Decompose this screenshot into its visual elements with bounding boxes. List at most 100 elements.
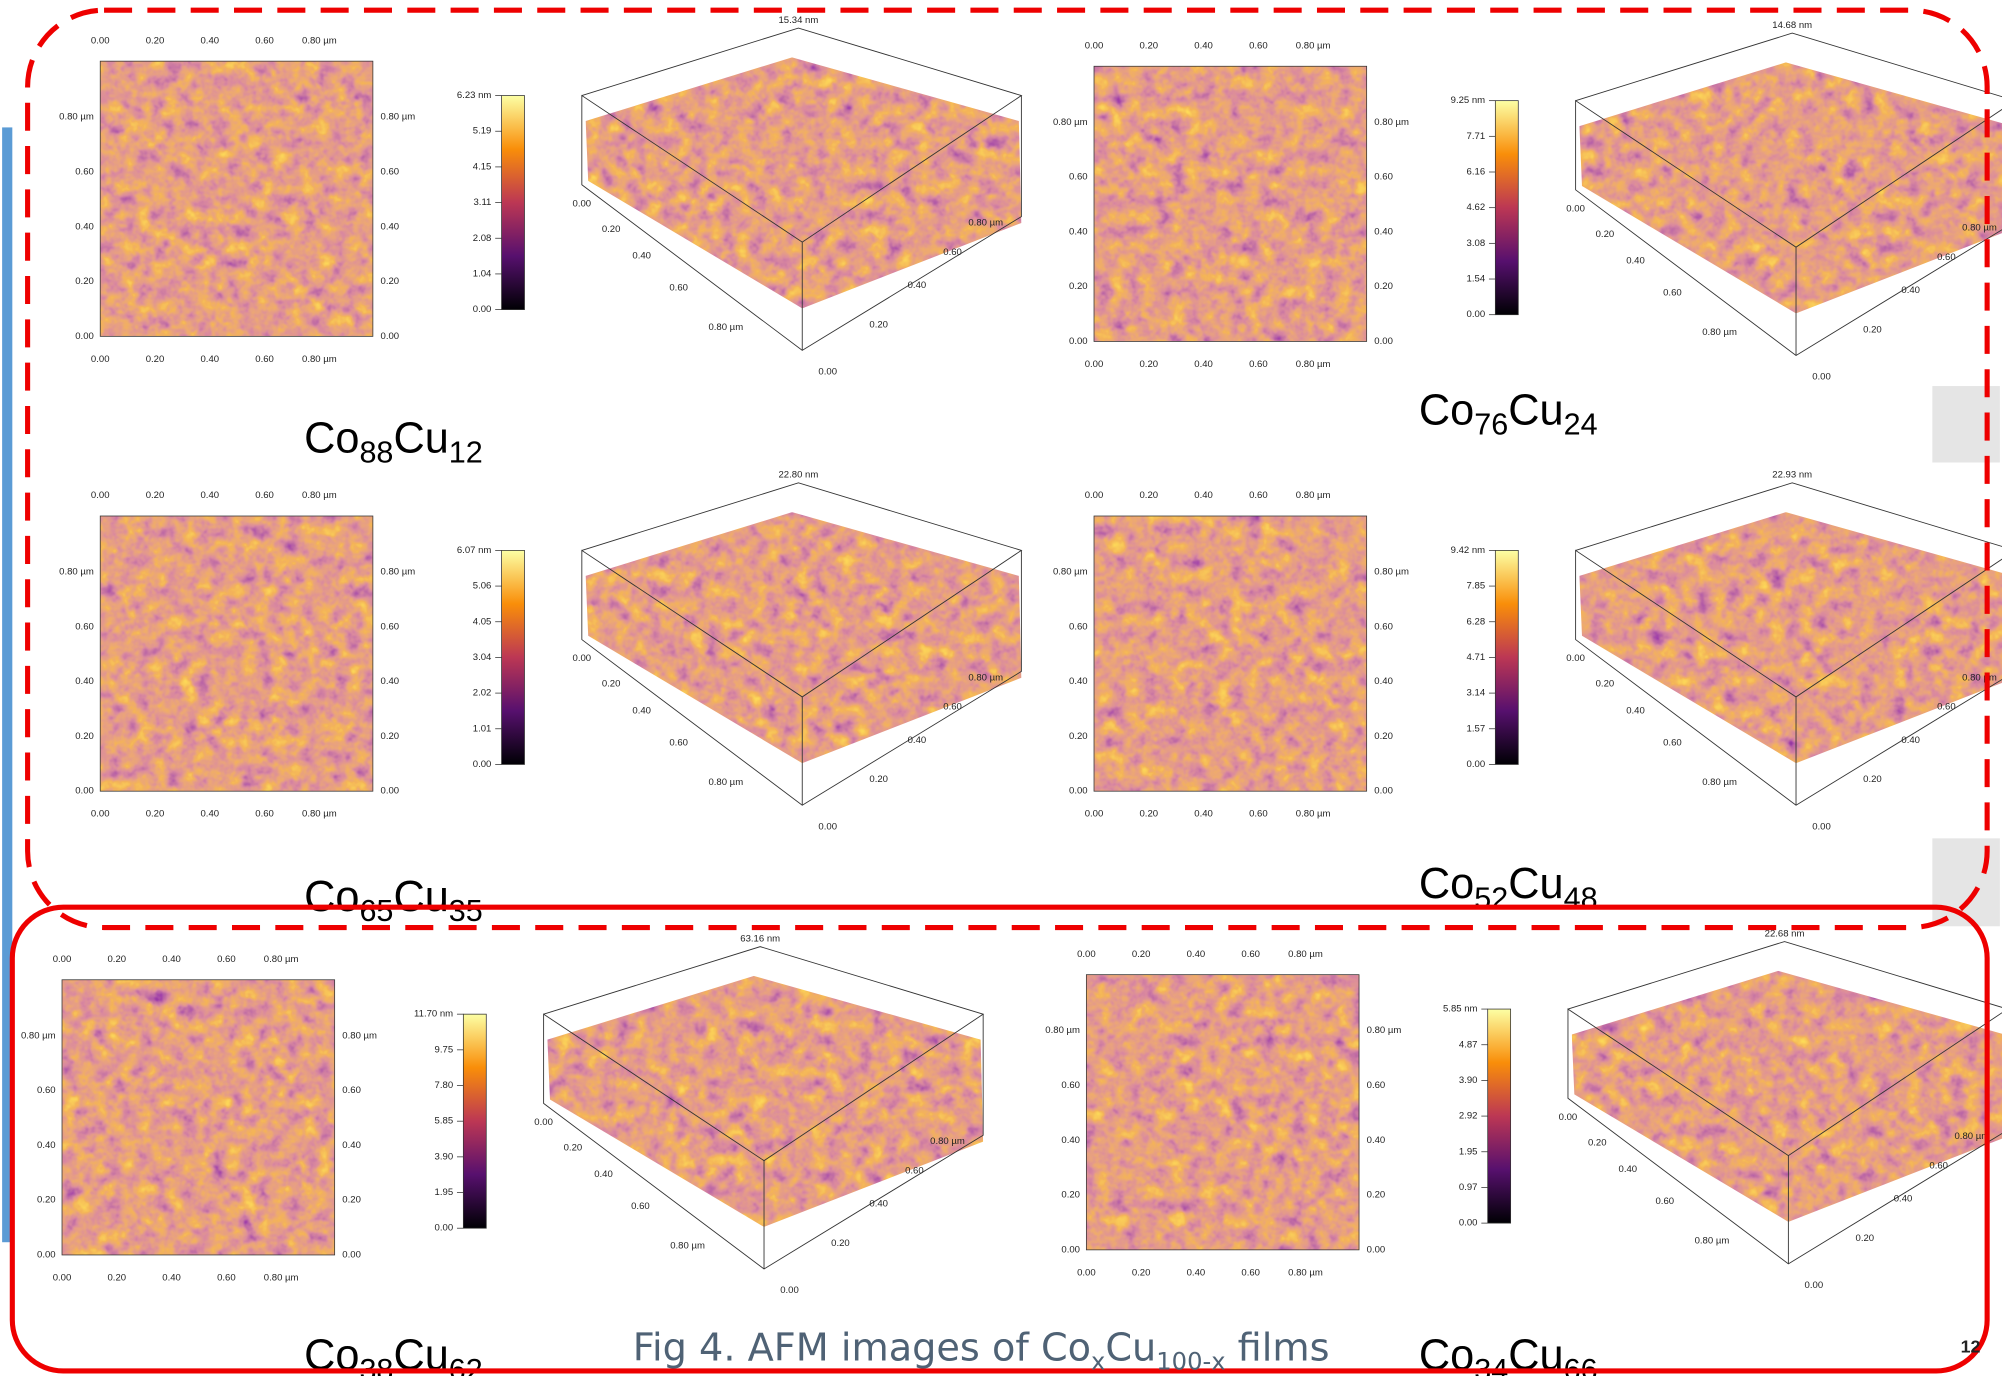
surface-tick-label: 0.20 bbox=[1863, 325, 1882, 336]
surface-tick-label: 0.00 bbox=[818, 367, 837, 378]
afm-map bbox=[1094, 516, 1367, 791]
map-tick-label: 0.00 bbox=[342, 1249, 361, 1260]
map-tick-label: 0.20 bbox=[1139, 40, 1158, 51]
colorbar-label: 6.16 bbox=[1467, 167, 1486, 178]
colorbar-label: 4.15 bbox=[473, 161, 492, 172]
map-tick-label: 0.20 bbox=[1132, 1267, 1151, 1278]
map-tick-label: 0.00 bbox=[53, 954, 72, 965]
sample-label: Co88Cu12 bbox=[304, 414, 483, 469]
map-tick-label: 0.80 µm bbox=[1296, 809, 1331, 820]
surface-tick-label: 0.40 bbox=[908, 735, 927, 746]
map-tick-label: 0.20 bbox=[1061, 1190, 1080, 1201]
map-tick-label: 0.20 bbox=[1139, 809, 1158, 820]
map-tick-label: 0.20 bbox=[146, 35, 165, 46]
map-tick-label: 0.00 bbox=[91, 809, 110, 820]
sample-label: Co76Cu24 bbox=[1419, 386, 1598, 441]
caption-text: Cu bbox=[1105, 1327, 1156, 1371]
map-tick-label: 0.40 bbox=[1367, 1135, 1386, 1146]
surface-tick-label: 0.40 bbox=[1901, 735, 1920, 746]
map-tick-label: 0.20 bbox=[146, 809, 165, 820]
afm-map bbox=[100, 516, 373, 791]
label-text: Cu bbox=[1508, 860, 1563, 908]
surface-tick-label: 0.40 bbox=[1901, 285, 1920, 296]
colorbar bbox=[502, 550, 525, 764]
colorbar-label: 5.85 bbox=[435, 1116, 454, 1127]
map-tick-label: 0.60 bbox=[75, 621, 94, 632]
map-tick-label: 0.80 µm bbox=[302, 354, 337, 365]
sample-label: Co65Cu35 bbox=[304, 873, 483, 928]
map-tick-label: 0.40 bbox=[1061, 1135, 1080, 1146]
colorbar-label: 11.70 nm bbox=[414, 1009, 453, 1020]
z-max-label: 22.93 nm bbox=[1772, 470, 1812, 481]
map-tick-label: 0.60 bbox=[255, 809, 274, 820]
map-tick-label: 0.80 µm bbox=[1288, 949, 1323, 960]
surface-tick-label: 0.40 bbox=[632, 251, 651, 262]
map-tick-label: 0.00 bbox=[53, 1272, 72, 1283]
colorbar-label: 6.23 nm bbox=[457, 90, 492, 101]
map-tick-label: 0.60 bbox=[1374, 172, 1393, 183]
colorbar-label: 6.07 nm bbox=[457, 545, 492, 556]
caption-text: Fig 4. AFM images of Co bbox=[633, 1327, 1091, 1371]
map-tick-label: 0.40 bbox=[381, 221, 400, 232]
colorbar-label: 3.11 bbox=[473, 197, 491, 208]
surface-tick-label: 0.60 bbox=[1655, 1196, 1674, 1207]
colorbar-label: 9.25 nm bbox=[1451, 95, 1486, 106]
page-number: 12 bbox=[1961, 1337, 1981, 1357]
z-max-label: 22.80 nm bbox=[779, 470, 819, 481]
colorbar-label: 5.19 bbox=[473, 126, 492, 137]
map-tick-label: 0.60 bbox=[255, 35, 274, 46]
map-tick-label: 0.80 µm bbox=[264, 1272, 299, 1283]
map-tick-label: 0.20 bbox=[1374, 281, 1393, 292]
map-tick-label: 0.20 bbox=[342, 1195, 361, 1206]
map-tick-label: 0.40 bbox=[75, 676, 94, 687]
label-sub: 65 bbox=[359, 894, 393, 928]
colorbar-label: 7.85 bbox=[1467, 581, 1486, 592]
surface-tick-label: 0.00 bbox=[1566, 653, 1585, 664]
surface-tick-label: 0.40 bbox=[1626, 256, 1645, 267]
map-tick-label: 0.40 bbox=[1374, 226, 1393, 237]
surface-tick-label: 0.60 bbox=[943, 702, 962, 713]
z-max-label: 63.16 nm bbox=[740, 934, 780, 945]
colorbar-label: 0.00 bbox=[1467, 759, 1486, 770]
colorbar-label: 4.62 bbox=[1467, 202, 1486, 213]
colorbar-label: 1.95 bbox=[1459, 1146, 1478, 1157]
colorbar bbox=[463, 1014, 486, 1228]
surface-tick-label: 0.80 µm bbox=[1955, 1131, 1990, 1142]
map-tick-label: 0.40 bbox=[162, 1272, 181, 1283]
surface-tick-label: 0.80 µm bbox=[968, 217, 1003, 228]
afm-surface bbox=[1568, 964, 2002, 1225]
colorbar-label: 1.95 bbox=[435, 1187, 454, 1198]
surface-tick-label: 0.40 bbox=[632, 705, 651, 716]
map-tick-label: 0.40 bbox=[201, 809, 220, 820]
map-tick-label: 0.60 bbox=[1367, 1080, 1386, 1091]
map-tick-label: 0.60 bbox=[1249, 809, 1268, 820]
map-tick-label: 0.60 bbox=[217, 1272, 236, 1283]
label-sub: 88 bbox=[359, 435, 393, 469]
map-tick-label: 0.00 bbox=[1374, 786, 1393, 797]
surface-tick-label: 0.80 µm bbox=[1702, 777, 1737, 788]
surface-tick-label: 0.00 bbox=[1812, 372, 1831, 383]
surface-tick-label: 0.80 µm bbox=[708, 777, 743, 788]
caption-sub: 100-x bbox=[1156, 1348, 1225, 1376]
colorbar-label: 1.54 bbox=[1467, 274, 1486, 285]
map-tick-label: 0.20 bbox=[1132, 949, 1151, 960]
map-tick-label: 0.20 bbox=[1374, 731, 1393, 742]
surface-tick-label: 0.60 bbox=[1929, 1160, 1948, 1171]
map-tick-label: 0.20 bbox=[75, 731, 94, 742]
label-text: Co bbox=[1419, 860, 1474, 908]
map-tick-label: 0.40 bbox=[201, 354, 220, 365]
caption: Fig 4. AFM images of CoxCu100-x films bbox=[633, 1327, 1330, 1376]
map-tick-label: 0.60 bbox=[381, 621, 400, 632]
afm-map bbox=[100, 61, 373, 336]
map-tick-label: 0.00 bbox=[1085, 359, 1104, 370]
map-tick-label: 0.00 bbox=[1069, 786, 1088, 797]
map-tick-label: 0.60 bbox=[75, 167, 94, 178]
map-tick-label: 0.40 bbox=[1194, 359, 1213, 370]
surface-tick-label: 0.80 µm bbox=[1962, 223, 1997, 234]
map-tick-label: 0.80 µm bbox=[1296, 490, 1331, 501]
colorbar-label: 1.01 bbox=[473, 723, 492, 734]
surface-tick-label: 0.40 bbox=[1894, 1193, 1913, 1204]
map-tick-label: 0.80 µm bbox=[59, 112, 94, 123]
map-tick-label: 0.80 µm bbox=[1296, 359, 1331, 370]
